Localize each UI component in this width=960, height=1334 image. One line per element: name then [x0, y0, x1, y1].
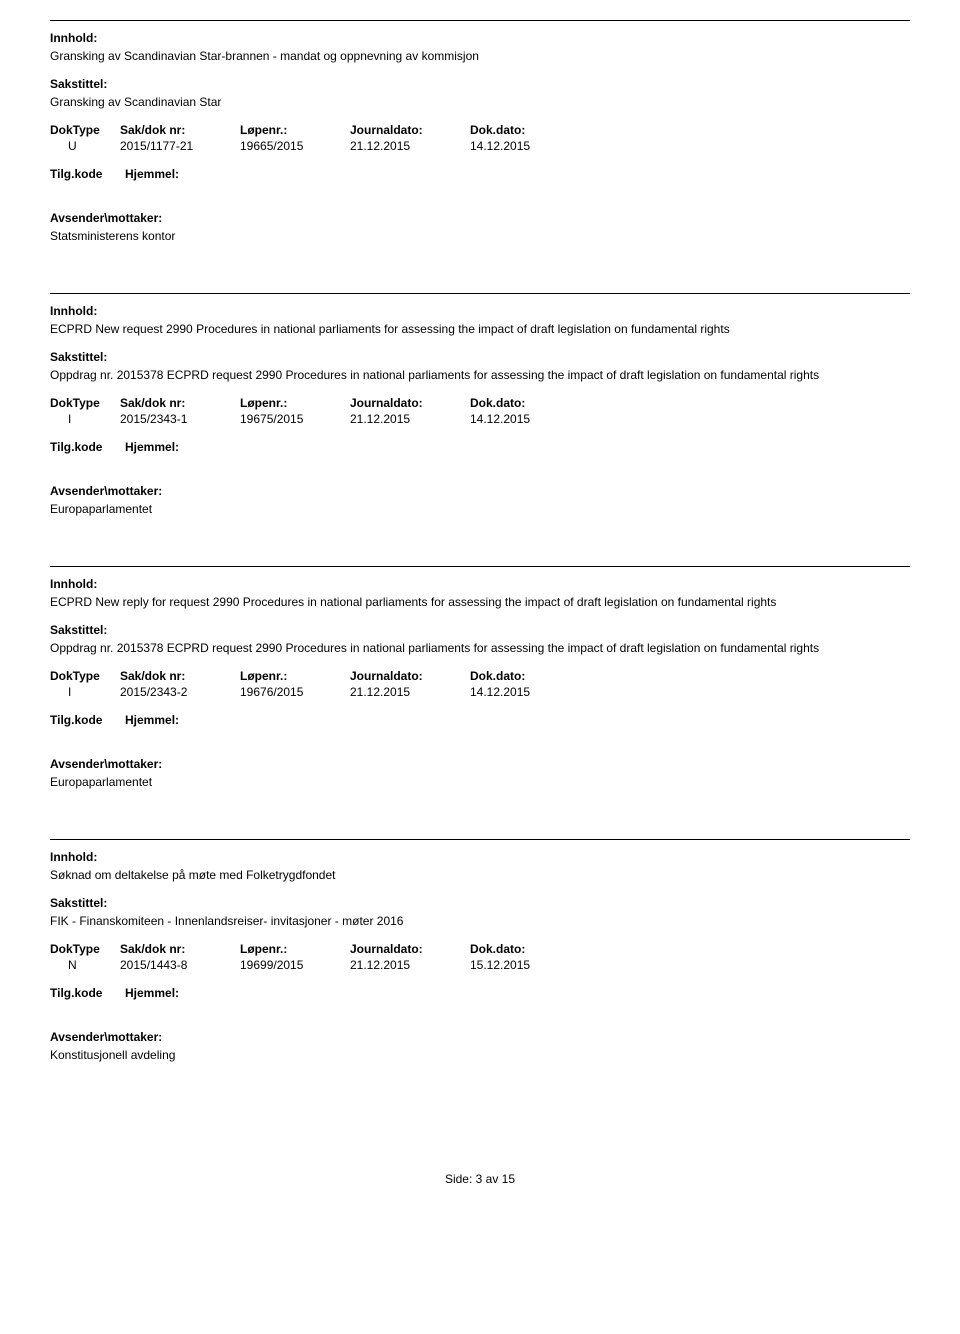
hjemmel-label: Hjemmel: [125, 167, 179, 181]
saknr-header: Sak/dok nr: [120, 396, 240, 410]
tilgkode-label: Tilg.kode [50, 440, 125, 454]
saknr-header: Sak/dok nr: [120, 669, 240, 683]
columns-header: DokType Sak/dok nr: Løpenr.: Journaldato… [50, 396, 910, 410]
sakstittel-label: Sakstittel: [50, 350, 910, 364]
saknr-value: 2015/1443-8 [120, 958, 240, 972]
columns-header: DokType Sak/dok nr: Løpenr.: Journaldato… [50, 942, 910, 956]
footer-separator: av [482, 1172, 501, 1186]
lopenr-value: 19699/2015 [240, 958, 350, 972]
dokdato-header: Dok.dato: [470, 396, 590, 410]
record: Innhold: Søknad om deltakelse på møte me… [50, 839, 910, 1112]
columns-row: I 2015/2343-2 19676/2015 21.12.2015 14.1… [50, 685, 910, 699]
tilg-hjemmel-row: Tilg.kode Hjemmel: [50, 986, 910, 1000]
footer-total-pages: 15 [502, 1172, 515, 1186]
avsender-label: Avsender\mottaker: [50, 484, 910, 498]
saknr-header: Sak/dok nr: [120, 123, 240, 137]
dokdato-value: 14.12.2015 [470, 412, 590, 426]
avsender-label: Avsender\mottaker: [50, 1030, 910, 1044]
dokdato-header: Dok.dato: [470, 123, 590, 137]
doktype-header: DokType [50, 669, 120, 683]
avsender-value: Europaparlamentet [50, 502, 910, 516]
tilgkode-label: Tilg.kode [50, 986, 125, 1000]
sakstittel-label: Sakstittel: [50, 623, 910, 637]
journaldato-header: Journaldato: [350, 123, 470, 137]
sakstittel-value: Oppdrag nr. 2015378 ECPRD request 2990 P… [50, 368, 910, 382]
doktype-header: DokType [50, 396, 120, 410]
dokdato-value: 14.12.2015 [470, 685, 590, 699]
record: Innhold: ECPRD New reply for request 299… [50, 566, 910, 839]
sakstittel-label: Sakstittel: [50, 77, 910, 91]
record: Innhold: Gransking av Scandinavian Star-… [50, 20, 910, 293]
tilg-hjemmel-row: Tilg.kode Hjemmel: [50, 713, 910, 727]
lopenr-value: 19676/2015 [240, 685, 350, 699]
journaldato-header: Journaldato: [350, 942, 470, 956]
innhold-label: Innhold: [50, 31, 910, 45]
journaldato-value: 21.12.2015 [350, 685, 470, 699]
dokdato-header: Dok.dato: [470, 942, 590, 956]
tilgkode-label: Tilg.kode [50, 713, 125, 727]
innhold-label: Innhold: [50, 577, 910, 591]
avsender-label: Avsender\mottaker: [50, 757, 910, 771]
lopenr-header: Løpenr.: [240, 669, 350, 683]
tilg-hjemmel-row: Tilg.kode Hjemmel: [50, 440, 910, 454]
avsender-label: Avsender\mottaker: [50, 211, 910, 225]
innhold-value: ECPRD New reply for request 2990 Procedu… [50, 595, 910, 609]
innhold-label: Innhold: [50, 850, 910, 864]
columns-header: DokType Sak/dok nr: Løpenr.: Journaldato… [50, 123, 910, 137]
doktype-value: I [50, 412, 120, 426]
tilgkode-label: Tilg.kode [50, 167, 125, 181]
saknr-value: 2015/2343-2 [120, 685, 240, 699]
columns-row: I 2015/2343-1 19675/2015 21.12.2015 14.1… [50, 412, 910, 426]
journaldato-value: 21.12.2015 [350, 958, 470, 972]
journaldato-header: Journaldato: [350, 669, 470, 683]
columns-header: DokType Sak/dok nr: Løpenr.: Journaldato… [50, 669, 910, 683]
doktype-value: U [50, 139, 120, 153]
saknr-value: 2015/1177-21 [120, 139, 240, 153]
records-container: Innhold: Gransking av Scandinavian Star-… [50, 20, 910, 1112]
hjemmel-label: Hjemmel: [125, 713, 179, 727]
journaldato-header: Journaldato: [350, 396, 470, 410]
innhold-value: ECPRD New request 2990 Procedures in nat… [50, 322, 910, 336]
doktype-value: I [50, 685, 120, 699]
saknr-header: Sak/dok nr: [120, 942, 240, 956]
avsender-value: Europaparlamentet [50, 775, 910, 789]
saknr-value: 2015/2343-1 [120, 412, 240, 426]
sakstittel-value: FIK - Finanskomiteen - Innenlandsreiser-… [50, 914, 910, 928]
columns-row: N 2015/1443-8 19699/2015 21.12.2015 15.1… [50, 958, 910, 972]
doktype-header: DokType [50, 123, 120, 137]
dokdato-value: 15.12.2015 [470, 958, 590, 972]
avsender-value: Statsministerens kontor [50, 229, 910, 243]
columns-row: U 2015/1177-21 19665/2015 21.12.2015 14.… [50, 139, 910, 153]
sakstittel-value: Oppdrag nr. 2015378 ECPRD request 2990 P… [50, 641, 910, 655]
page-footer: Side: 3 av 15 [50, 1172, 910, 1186]
tilg-hjemmel-row: Tilg.kode Hjemmel: [50, 167, 910, 181]
lopenr-header: Løpenr.: [240, 396, 350, 410]
innhold-label: Innhold: [50, 304, 910, 318]
avsender-value: Konstitusjonell avdeling [50, 1048, 910, 1062]
innhold-value: Søknad om deltakelse på møte med Folketr… [50, 868, 910, 882]
sakstittel-value: Gransking av Scandinavian Star [50, 95, 910, 109]
lopenr-value: 19675/2015 [240, 412, 350, 426]
lopenr-value: 19665/2015 [240, 139, 350, 153]
lopenr-header: Løpenr.: [240, 123, 350, 137]
lopenr-header: Løpenr.: [240, 942, 350, 956]
journaldato-value: 21.12.2015 [350, 139, 470, 153]
sakstittel-label: Sakstittel: [50, 896, 910, 910]
record: Innhold: ECPRD New request 2990 Procedur… [50, 293, 910, 566]
footer-prefix: Side: [445, 1172, 476, 1186]
innhold-value: Gransking av Scandinavian Star-brannen -… [50, 49, 910, 63]
journaldato-value: 21.12.2015 [350, 412, 470, 426]
dokdato-value: 14.12.2015 [470, 139, 590, 153]
dokdato-header: Dok.dato: [470, 669, 590, 683]
hjemmel-label: Hjemmel: [125, 440, 179, 454]
hjemmel-label: Hjemmel: [125, 986, 179, 1000]
doktype-value: N [50, 958, 120, 972]
doktype-header: DokType [50, 942, 120, 956]
